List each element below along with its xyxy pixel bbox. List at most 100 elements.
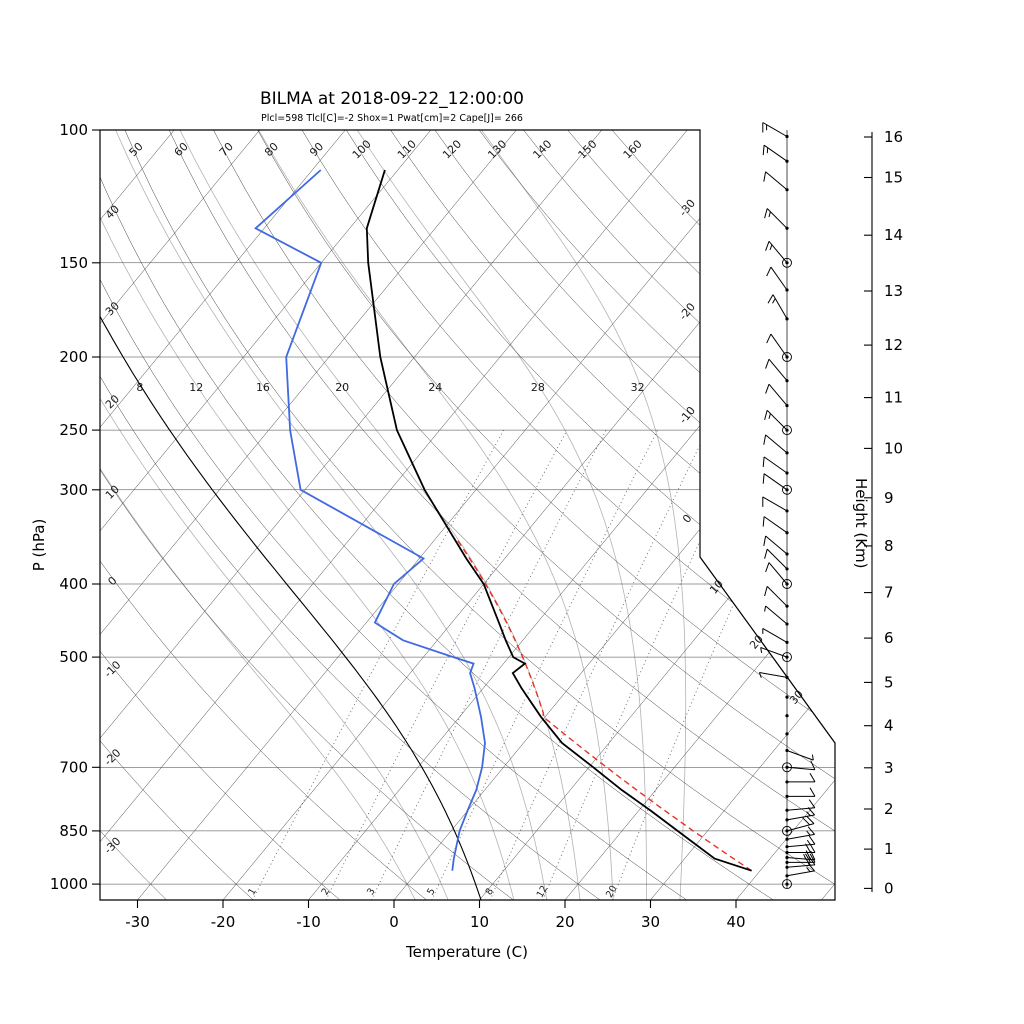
wind-barb-full [807,826,815,835]
wind-barb-full [764,548,768,559]
wind-level-ring [782,257,792,268]
height-tick-label: 1 [884,840,894,858]
wind-barb-full [762,516,765,527]
reference-moist-adiabat [100,145,482,900]
temperature-tick-label: 10 [470,913,489,931]
wind-barb-half [806,867,811,873]
wind-barb-full [809,787,816,797]
svg-text:-10: -10 [102,658,124,680]
wind-barb-half [760,647,763,653]
svg-text:12: 12 [189,381,203,394]
wind-barb-staff [765,171,788,191]
wind-barb-half [758,672,762,678]
wind-barb-full [765,359,770,369]
wind-barb-staff [762,496,788,512]
svg-text:5: 5 [425,886,438,897]
wind-barb-full [809,853,816,863]
svg-text:28: 28 [531,381,545,394]
wind-barb-staff [763,473,788,491]
height-tick-label: 16 [884,128,903,146]
mixing-ratio-lines [252,429,812,900]
pressure-tick-label: 700 [59,758,88,776]
wind-barb-staff [786,814,815,821]
pressure-tick-label: 100 [59,121,88,139]
wind-barb-half [772,298,776,304]
wind-barb-staff [766,208,788,229]
wind-barb-staff [765,605,788,625]
temperature-tick-label: 40 [726,913,745,931]
svg-text:-20: -20 [102,746,124,768]
wind-barb-full [764,410,768,421]
height-tick-label: 13 [884,282,903,300]
svg-text:140: 140 [530,138,554,162]
height-tick-label: 8 [884,537,894,555]
svg-text:120: 120 [440,138,464,162]
wind-level-ring [782,352,792,362]
pressure-tick-label: 400 [59,575,88,593]
wind-barb-full [762,145,765,156]
temperature-tick-label: 30 [641,913,660,931]
temperature-tick-label: -10 [296,913,321,931]
height-tick-label: 4 [884,717,894,735]
pressure-tick-label: 150 [59,254,88,272]
wind-barb-full [805,853,811,863]
wind-station-dot [785,765,789,769]
wind-barb-full [809,773,816,783]
wind-barb-full [764,586,768,597]
wind-station-dot [785,882,789,886]
temperature-axis-label: Temperature (C) [405,943,528,961]
wind-station-dot [785,837,789,841]
parcel-curve [456,539,752,872]
svg-text:130: 130 [485,138,509,162]
svg-text:1: 1 [246,886,259,897]
wind-barb-staff [762,627,788,643]
wind-barb-staff [759,672,788,678]
profiles [100,145,752,900]
svg-text:20: 20 [335,381,349,394]
temperature-curve [365,169,752,872]
wind-barb-staff [786,870,815,877]
wind-barb-full [808,835,816,845]
svg-text:50: 50 [127,140,146,159]
svg-text:-30: -30 [102,835,124,857]
pressure-axis-label: P (hPa) [30,519,48,572]
wind-barb-staff [772,294,788,320]
pressure-tick-label: 500 [59,648,88,666]
isotherms [100,130,835,900]
wind-barb-staff [765,434,788,454]
height-tick-label: 10 [884,439,903,457]
height-axis-label: Height (Km) [852,478,870,569]
wind-barb-full [765,562,770,573]
wind-station-dot [785,732,789,736]
svg-text:110: 110 [395,138,419,162]
parcel-params: Plcl=598 Tlcl[C]=-2 Shox=1 Pwat[cm]=2 Ca… [261,113,523,124]
wind-barb-full [762,456,765,467]
wind-level-ring [782,579,792,589]
svg-text:160: 160 [621,138,645,162]
height-tick-label: 9 [884,489,894,507]
wind-barb-full [764,208,768,219]
wind-barb-full [763,535,767,546]
wind-barb-half [806,839,811,845]
wind-barb-half [764,605,767,612]
wind-barb-full [807,807,815,816]
wind-station-dot [785,818,789,822]
dewpoint-curve [254,169,486,871]
wind-barbs [758,122,816,890]
pressure-tick-label: 200 [59,348,88,366]
svg-text:-30: -30 [677,197,699,219]
pressure-tick-label: 1000 [50,875,88,893]
wind-barb-staff [766,548,788,570]
wind-barb-staff [786,750,814,761]
wind-barb-staff [768,358,788,382]
wind-barb-staff [765,535,788,555]
pressure-tick-label: 300 [59,481,88,499]
height-tick-label: 5 [884,673,894,691]
temperature-tick-label: -20 [211,913,236,931]
wind-barb-full [804,856,811,866]
wind-barb-staff [786,823,815,832]
